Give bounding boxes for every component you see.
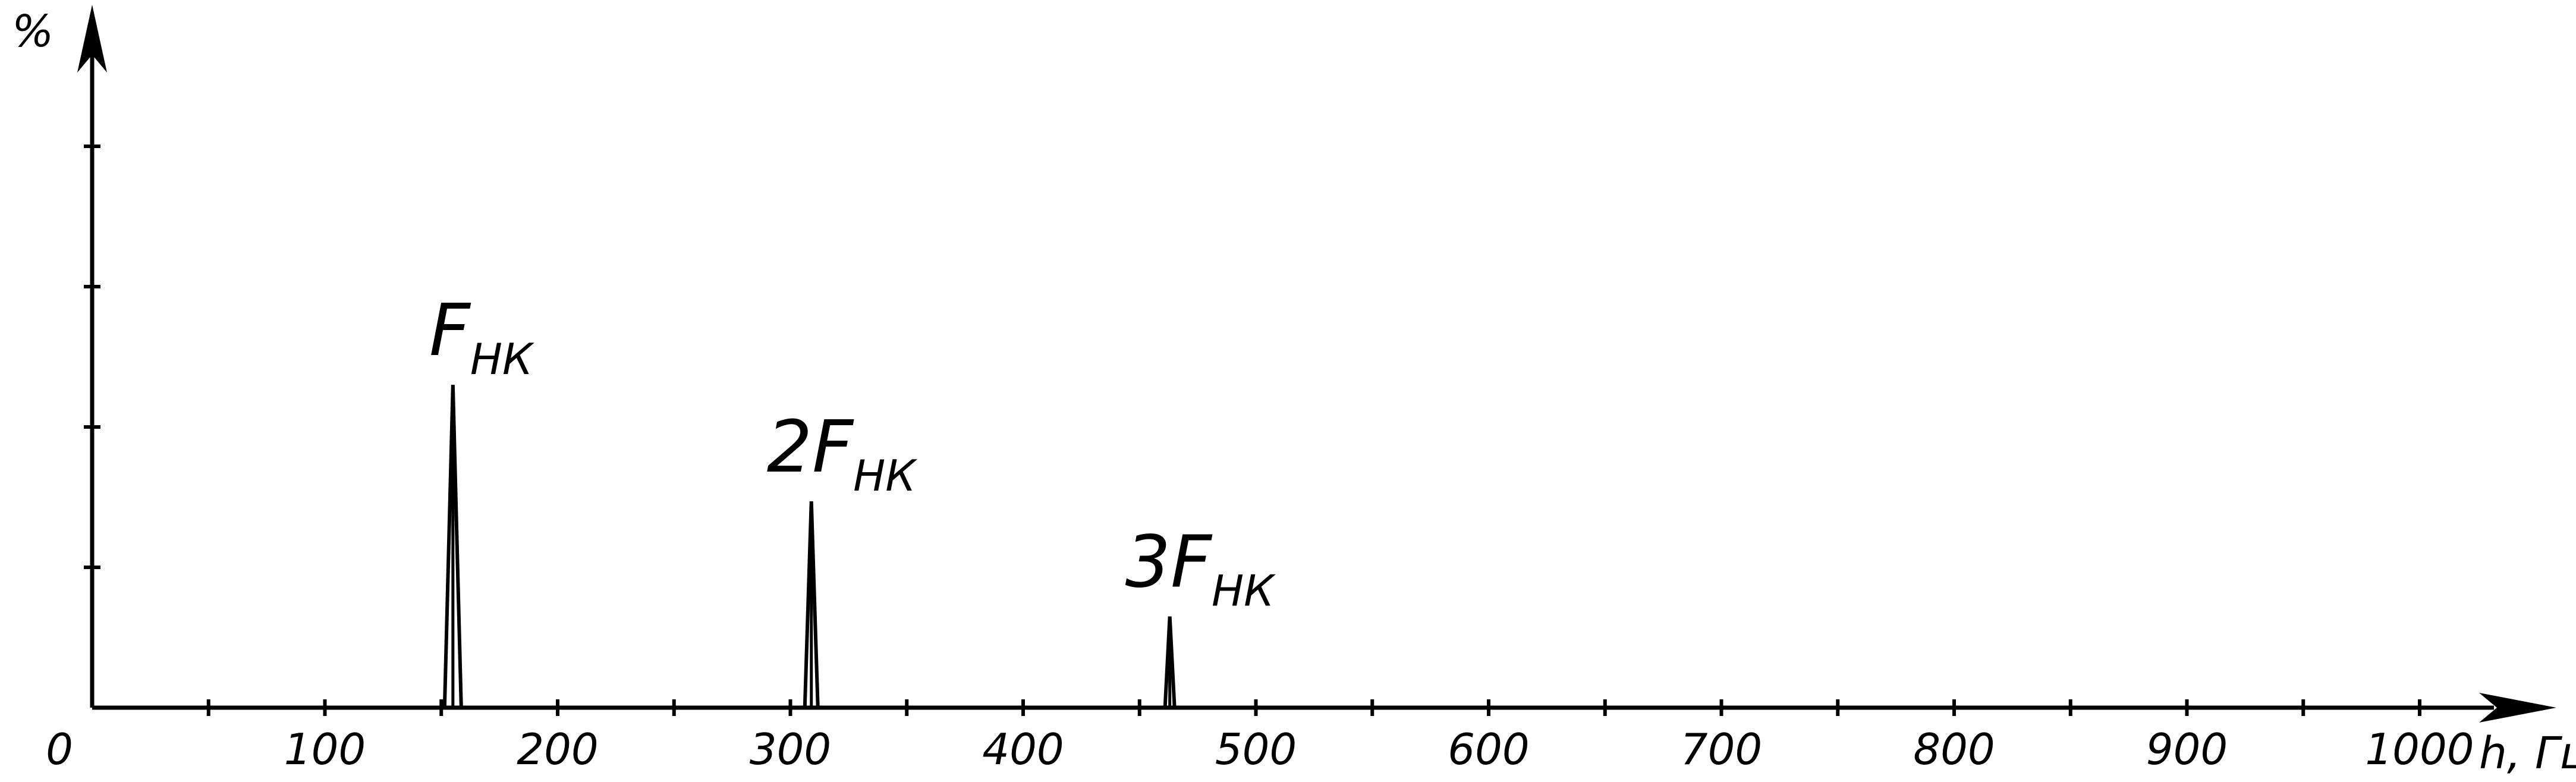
peak-label-2: 2FНК [767, 406, 918, 501]
y-axis-arrow [77, 5, 107, 73]
y-axis-title: % [12, 6, 54, 57]
x-tick-label-0: 0 [46, 724, 73, 774]
x-tick-label-200: 200 [517, 724, 598, 774]
spectral-peaks [442, 385, 1177, 709]
x-axis-title: h, Гц [2479, 728, 2576, 779]
x-tick-label-600: 600 [1448, 724, 1529, 774]
x-tick-label-900: 900 [2146, 724, 2228, 774]
x-tick-label-1000: 1000 [2365, 724, 2474, 774]
x-axis-arrow [2479, 693, 2556, 723]
y-ticks [84, 145, 100, 569]
x-tick-label-300: 300 [750, 724, 831, 774]
x-major-ticks [323, 699, 2421, 716]
x-tick-label-400: 400 [982, 724, 1064, 774]
x-tick-label-800: 800 [1913, 724, 1995, 774]
x-minor-ticks [206, 699, 2305, 716]
peak-label-3: 3FНК [1125, 522, 1276, 616]
x-tick-labels: 0 100 200 300 400 500 600 700 800 900 1000 [46, 724, 2474, 774]
peak-labels: FНК 2FНК 3FНК [429, 290, 1276, 615]
x-tick-label-500: 500 [1215, 724, 1297, 774]
x-tick-label-100: 100 [284, 724, 366, 774]
x-tick-label-700: 700 [1681, 724, 1762, 774]
peak-label-1: FНК [429, 290, 534, 384]
